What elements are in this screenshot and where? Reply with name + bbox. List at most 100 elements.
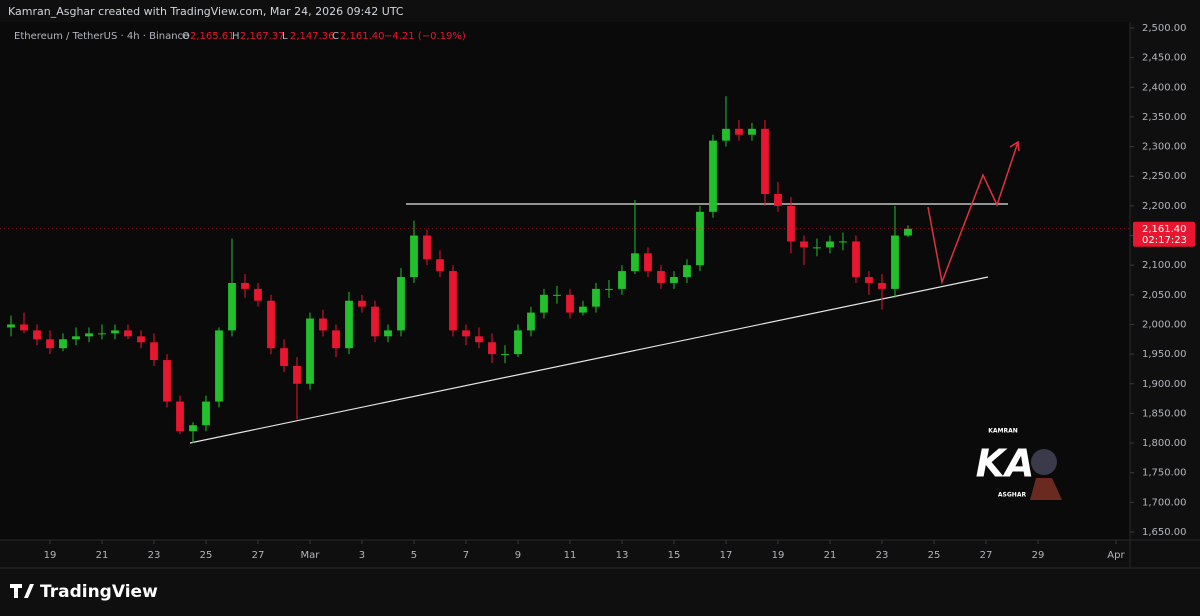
candle-body bbox=[891, 235, 899, 289]
candle-body bbox=[514, 330, 522, 355]
candle-body bbox=[644, 253, 652, 272]
watermark-main: KA bbox=[976, 442, 1035, 486]
candle-body bbox=[176, 401, 184, 432]
candle-body bbox=[579, 306, 587, 313]
x-tick-label: Mar bbox=[301, 550, 321, 561]
candle-body bbox=[189, 425, 197, 432]
x-tick-label: 17 bbox=[720, 550, 733, 561]
countdown: 02:17:23 bbox=[1142, 235, 1187, 246]
y-tick-label: 2,100.00 bbox=[1142, 260, 1187, 271]
candle-body bbox=[384, 330, 392, 337]
candle-body bbox=[423, 235, 431, 260]
x-tick-label: 3 bbox=[359, 550, 365, 561]
candle-body bbox=[20, 324, 28, 331]
candle-body bbox=[85, 333, 93, 337]
candle-body bbox=[280, 348, 288, 366]
candle-body bbox=[410, 235, 418, 278]
x-tick-label: 13 bbox=[616, 550, 629, 561]
ohlc-label: O bbox=[182, 31, 190, 42]
y-tick-label: 1,800.00 bbox=[1142, 438, 1187, 449]
candle-body bbox=[59, 339, 67, 349]
x-tick-label: 25 bbox=[928, 550, 941, 561]
x-tick-label: 23 bbox=[876, 550, 889, 561]
x-tick-label: 5 bbox=[411, 550, 417, 561]
x-tick-label: 25 bbox=[200, 550, 213, 561]
x-tick-label: 15 bbox=[668, 550, 681, 561]
candle-body bbox=[371, 306, 379, 337]
candle-body bbox=[787, 205, 795, 242]
candle-body bbox=[111, 330, 119, 334]
y-tick-label: 2,050.00 bbox=[1142, 290, 1187, 301]
candle-body bbox=[254, 288, 262, 301]
y-tick-label: 2,250.00 bbox=[1142, 171, 1187, 182]
ohlc-label: L bbox=[282, 31, 288, 42]
candle-body bbox=[436, 259, 444, 272]
candle-body bbox=[501, 354, 509, 356]
candle-body bbox=[865, 277, 873, 283]
x-tick-label: 29 bbox=[1032, 550, 1045, 561]
candle-body bbox=[553, 294, 561, 296]
candle-body bbox=[826, 241, 834, 248]
candle-body bbox=[215, 330, 223, 402]
candle-body bbox=[878, 282, 886, 289]
change: −4.21 (−0.19%) bbox=[384, 31, 466, 42]
candle-body bbox=[293, 365, 301, 384]
candle-body bbox=[527, 312, 535, 331]
ohlc-value: 2,147.36 bbox=[290, 31, 335, 42]
candle-body bbox=[319, 318, 327, 331]
y-tick-label: 1,900.00 bbox=[1142, 379, 1187, 390]
ohlc-legend: Ethereum / TetherUS · 4h · Binance O 2,16… bbox=[14, 31, 466, 42]
candle-body bbox=[592, 288, 600, 307]
candle-body bbox=[137, 336, 145, 343]
candles bbox=[7, 96, 912, 444]
candle-body bbox=[670, 277, 678, 283]
y-tick-label: 1,850.00 bbox=[1142, 408, 1187, 419]
y-tick-label: 2,200.00 bbox=[1142, 201, 1187, 212]
ohlc-value: 2,167.37 bbox=[240, 31, 285, 42]
candle-body bbox=[462, 330, 470, 337]
candle-body bbox=[488, 342, 496, 355]
x-tick-label: 11 bbox=[564, 550, 577, 561]
watermark-avatar-body bbox=[1030, 478, 1062, 500]
candle-body bbox=[397, 277, 405, 331]
candle-body bbox=[839, 241, 847, 243]
last-price-label: 2,161.40 bbox=[1142, 224, 1187, 235]
x-tick-label: 19 bbox=[772, 550, 785, 561]
candle-body bbox=[761, 128, 769, 195]
y-tick-label: 1,950.00 bbox=[1142, 349, 1187, 360]
y-tick-label: 2,450.00 bbox=[1142, 53, 1187, 64]
ohlc-value: 2,165.61 bbox=[190, 31, 235, 42]
watermark-bottom: ASGHAR bbox=[998, 492, 1027, 499]
x-tick-label: 19 bbox=[44, 550, 57, 561]
candle-body bbox=[150, 342, 158, 361]
candle-body bbox=[7, 324, 15, 328]
candle-body bbox=[683, 265, 691, 278]
candle-body bbox=[722, 128, 730, 141]
candle-body bbox=[33, 330, 41, 340]
footer-brand: TradingView bbox=[40, 582, 158, 602]
projection-arrowhead bbox=[1009, 140, 1020, 152]
candle-body bbox=[566, 294, 574, 313]
candle-body bbox=[72, 336, 80, 340]
ohlc-value: 2,161.40 bbox=[340, 31, 385, 42]
candle-body bbox=[748, 128, 756, 135]
last-price-box bbox=[1133, 221, 1195, 247]
watermark: KAMRAN KA ASGHAR bbox=[976, 428, 1062, 500]
projection-path bbox=[927, 141, 1019, 285]
candle-body bbox=[904, 228, 912, 236]
support-trendline bbox=[189, 276, 989, 444]
candle-body bbox=[202, 401, 210, 426]
candle-body bbox=[449, 271, 457, 331]
candle-body bbox=[475, 336, 483, 343]
candle-body bbox=[735, 128, 743, 135]
candle-body bbox=[540, 294, 548, 313]
candle-body bbox=[852, 241, 860, 278]
ohlc-label: H bbox=[232, 31, 240, 42]
y-tick-label: 2,400.00 bbox=[1142, 82, 1187, 93]
x-tick-label: 23 bbox=[148, 550, 161, 561]
candle-body bbox=[241, 282, 249, 289]
y-tick-label: 1,650.00 bbox=[1142, 527, 1187, 538]
candle-body bbox=[345, 300, 353, 349]
symbol: Ethereum / TetherUS · 4h · Binance bbox=[14, 31, 189, 42]
candle-body bbox=[124, 330, 132, 337]
